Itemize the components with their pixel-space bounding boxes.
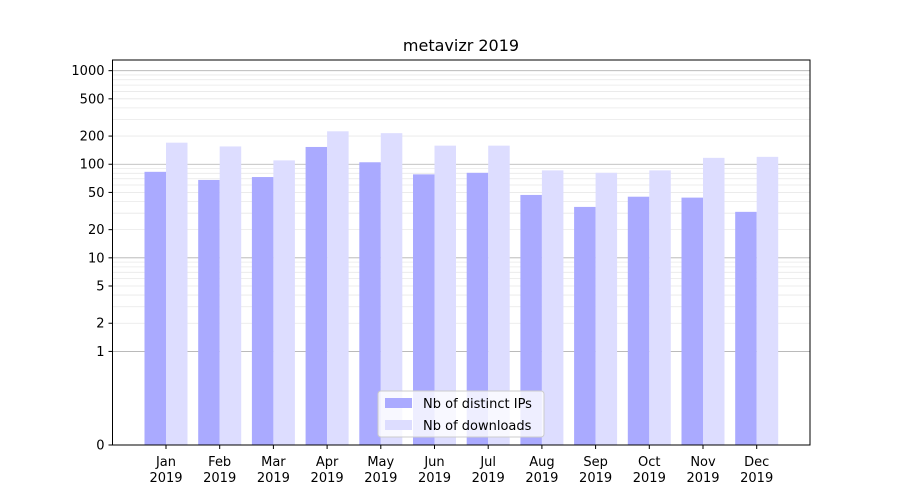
plot-frame — [112, 59, 811, 446]
x-tick-label: Aug 2019 — [525, 455, 558, 486]
x-tick-label: Jan 2019 — [149, 455, 182, 486]
y-tick-label: 100 — [80, 158, 105, 173]
bars — [144, 131, 779, 446]
x-tick-label: Oct 2019 — [633, 455, 666, 486]
bar-distinct-ips — [251, 177, 274, 446]
bar-downloads — [488, 145, 510, 445]
y-tick-label: 0 — [96, 439, 104, 454]
bar-downloads — [166, 142, 188, 445]
y-tick-label: 1000 — [71, 64, 104, 79]
x-tick-label: Jun 2019 — [418, 455, 451, 486]
bar-distinct-ips — [574, 206, 596, 445]
bar-distinct-ips — [198, 179, 220, 445]
y-tick-label: 20 — [88, 223, 105, 238]
legend-swatch-downloads — [385, 420, 412, 430]
bar-distinct-ips — [520, 194, 542, 445]
bar-distinct-ips — [359, 162, 381, 446]
bar-downloads — [219, 146, 242, 446]
x-tick-label: Jul 2019 — [472, 455, 505, 486]
y-tick-label: 200 — [80, 130, 105, 145]
legend-label-downloads: Nb of downloads — [423, 419, 532, 434]
bar-downloads — [649, 170, 671, 445]
bar-distinct-ips — [144, 171, 166, 445]
x-tick-label: Feb 2019 — [203, 455, 236, 486]
bar-downloads — [434, 145, 456, 445]
bar-distinct-ips — [413, 174, 435, 445]
y-tick-label: 2 — [96, 317, 104, 332]
x-axis: Jan 2019 Feb 2019 Mar 2019 Apr 2019 May 2019 Jun 20… — [149, 445, 773, 486]
y-axis: 0 1 2 5 10 20 50 100 200 500 1000 — [71, 64, 113, 454]
bar-distinct-ips — [627, 196, 650, 445]
y-tick-label: 500 — [80, 92, 105, 107]
legend-swatch-distinct-ips — [385, 398, 412, 408]
y-tick-label: 1 — [96, 345, 104, 360]
chart-title: metavizr 2019 — [403, 36, 519, 55]
legend-label-distinct-ips: Nb of distinct IPs — [423, 397, 532, 412]
y-tick-label: 50 — [88, 186, 105, 201]
bar-distinct-ips — [681, 197, 703, 445]
bar-distinct-ips — [735, 211, 757, 445]
bar-downloads — [595, 172, 618, 445]
x-tick-label: Nov 2019 — [686, 455, 719, 486]
bar-downloads — [380, 133, 403, 446]
bar-downloads — [703, 157, 725, 446]
x-tick-label: Dec 2019 — [740, 455, 773, 486]
x-tick-label: Sep 2019 — [579, 455, 612, 486]
x-tick-label: Mar 2019 — [257, 455, 290, 486]
y-tick-label: 5 — [96, 280, 104, 295]
x-tick-label: Apr 2019 — [311, 455, 344, 486]
bar-distinct-ips — [305, 146, 328, 446]
bar-distinct-ips — [466, 172, 489, 445]
bar-downloads — [756, 156, 779, 446]
bar-downloads — [273, 160, 295, 445]
y-tick-label: 10 — [88, 251, 105, 266]
x-tick-label: May 2019 — [364, 455, 397, 486]
bar-downloads — [327, 131, 349, 445]
bar-downloads — [541, 170, 564, 445]
legend: Nb of distinct IPs Nb of downloads — [377, 390, 545, 438]
legend-box — [377, 390, 545, 438]
